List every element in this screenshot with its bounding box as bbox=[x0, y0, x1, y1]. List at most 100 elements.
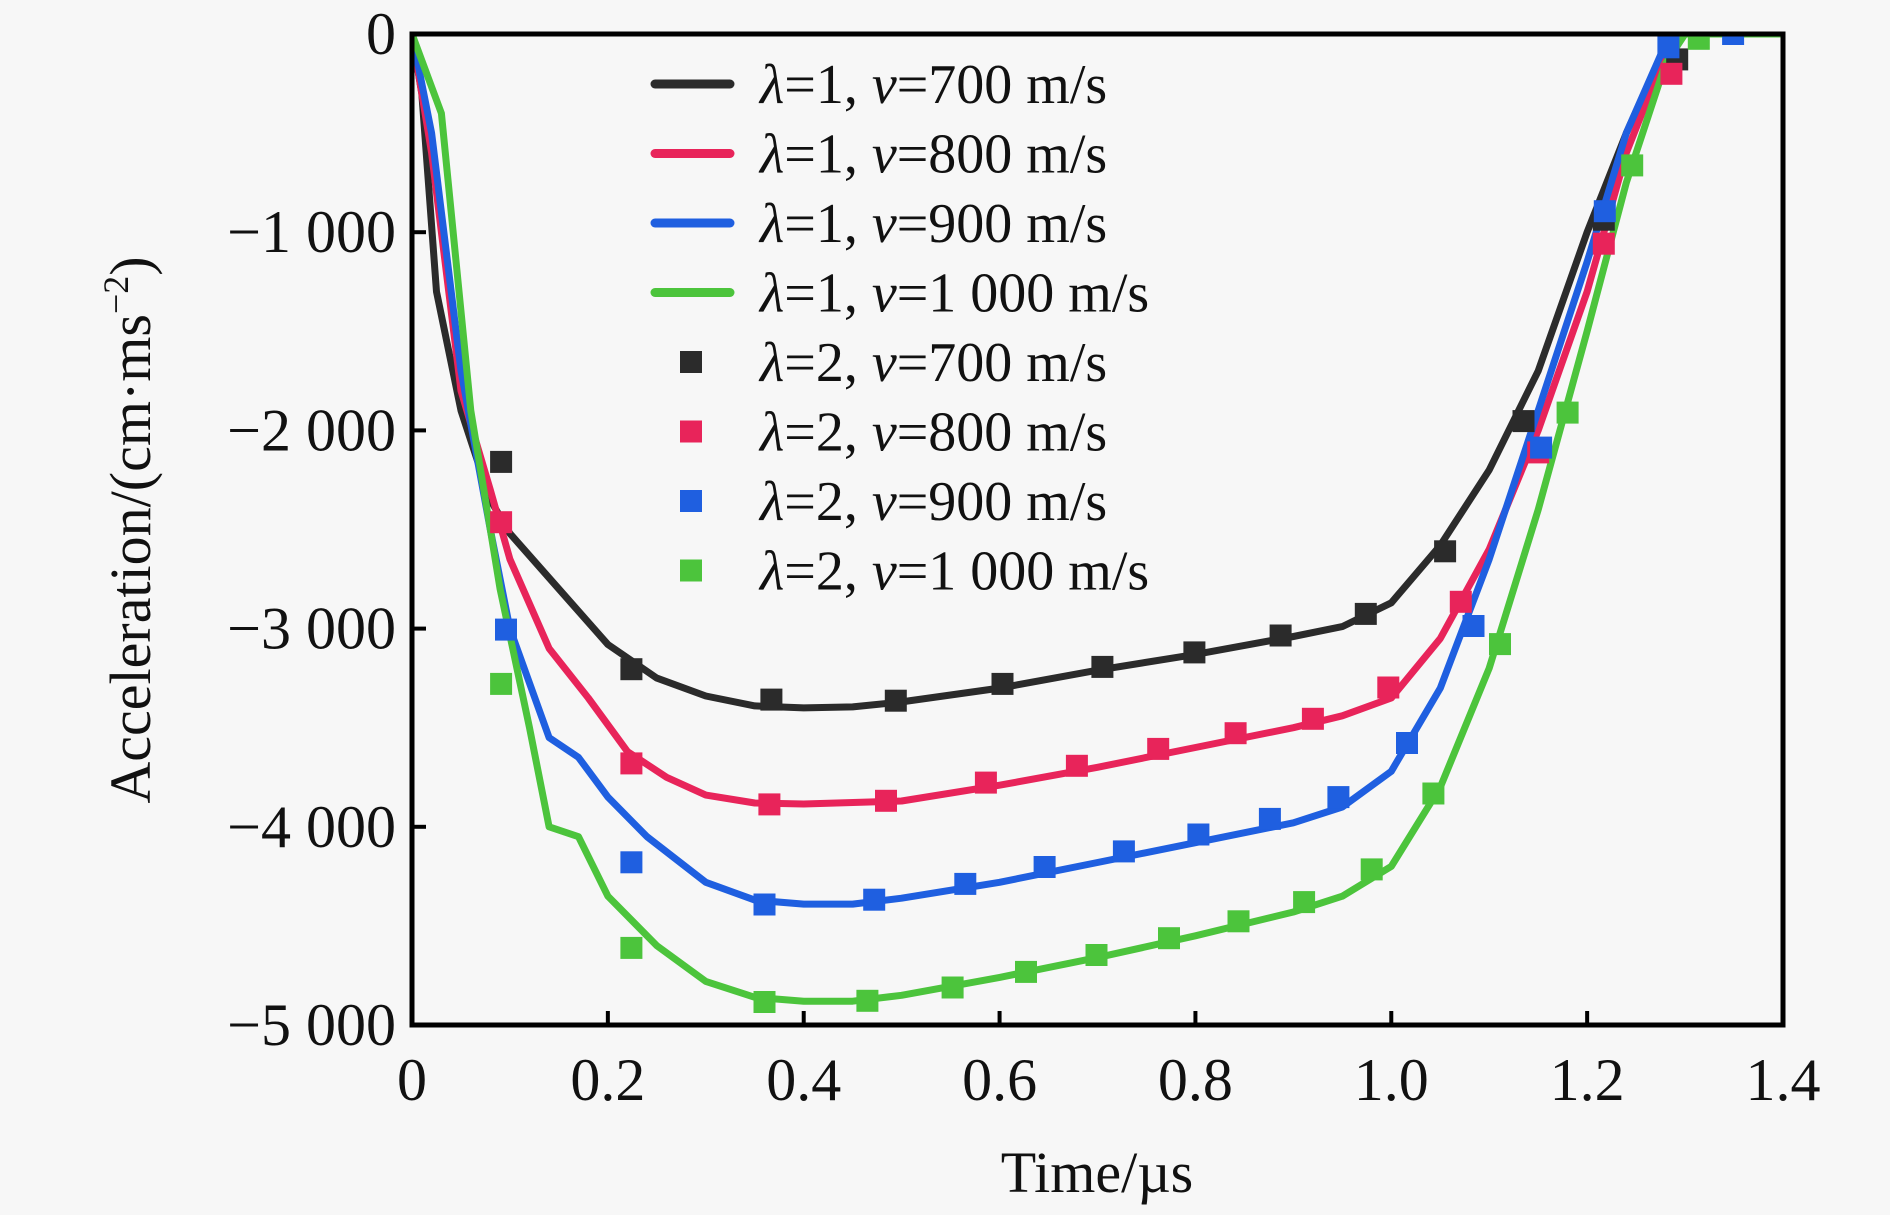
legend-item: λ=1, v=700 m/s bbox=[650, 54, 1107, 116]
data-point-marker bbox=[1258, 807, 1281, 830]
legend-label: λ=1, v=700 m/s bbox=[758, 54, 1107, 116]
data-point-marker bbox=[1530, 436, 1553, 459]
data-point-marker bbox=[1327, 786, 1350, 809]
data-point-marker bbox=[1660, 62, 1683, 85]
data-point-marker bbox=[1489, 633, 1511, 656]
data-point-marker bbox=[1091, 655, 1114, 678]
data-point-marker bbox=[1158, 927, 1180, 950]
data-point-marker bbox=[490, 672, 513, 695]
data-point-marker bbox=[941, 976, 964, 999]
data-point-marker bbox=[1033, 856, 1056, 878]
data-point-marker bbox=[1377, 676, 1400, 699]
y-axis: 0 −1 000 −2 000 −3 000 −4 000 −5 000 bbox=[227, 1, 426, 1058]
data-point-marker bbox=[1592, 232, 1615, 255]
series-2 bbox=[412, 34, 1783, 908]
x-tick-label: 1.4 bbox=[1746, 1047, 1821, 1113]
data-point-marker bbox=[495, 618, 517, 641]
data-point-marker bbox=[753, 991, 776, 1013]
legend-marker-swatch bbox=[680, 559, 702, 582]
data-point-marker bbox=[1449, 590, 1472, 613]
data-point-marker bbox=[875, 789, 897, 812]
y-axis-label: Acceleration/(cm·ms−2) bbox=[96, 256, 163, 803]
x-tick-label: 1.2 bbox=[1550, 1047, 1625, 1113]
data-point-marker bbox=[620, 936, 643, 959]
data-point-marker bbox=[991, 672, 1014, 695]
data-point-marker bbox=[1301, 707, 1324, 730]
data-point-marker bbox=[620, 752, 643, 775]
legend-label: λ=1, v=1 000 m/s bbox=[758, 263, 1149, 325]
y-tick-label: −5 000 bbox=[227, 992, 396, 1058]
y-axis-label-sup: −2 bbox=[96, 276, 136, 314]
data-point-marker bbox=[1512, 410, 1535, 433]
y-axis-label-close: ) bbox=[98, 256, 163, 275]
data-point-marker bbox=[1593, 200, 1616, 223]
data-point-marker bbox=[620, 658, 643, 681]
y-axis-label-main: Acceleration/(cm·ms bbox=[98, 314, 163, 804]
data-point-marker bbox=[760, 688, 783, 711]
data-point-marker bbox=[856, 989, 879, 1012]
legend-label: λ=1, v=900 m/s bbox=[758, 193, 1107, 255]
data-point-marker bbox=[1065, 754, 1088, 777]
data-point-marker bbox=[490, 511, 513, 534]
data-point-marker bbox=[490, 450, 513, 473]
y-tick-label: 0 bbox=[366, 1, 396, 67]
legend: λ=1, v=700 m/s λ=1, v=800 m/s λ=1, v=900 m… bbox=[650, 54, 1149, 603]
x-tick-label: 0.8 bbox=[1158, 1047, 1233, 1113]
x-tick-label: 0.6 bbox=[962, 1047, 1037, 1113]
data-point-marker bbox=[1360, 858, 1383, 881]
legend-marker-swatch bbox=[680, 420, 702, 443]
series-6-markers bbox=[495, 34, 1745, 916]
data-point-marker bbox=[1147, 737, 1170, 760]
legend-label: λ=2, v=900 m/s bbox=[758, 471, 1107, 533]
legend-label: λ=2, v=1 000 m/s bbox=[758, 541, 1149, 603]
data-point-marker bbox=[954, 872, 977, 895]
x-tick-label: 0 bbox=[397, 1047, 427, 1113]
legend-item: λ=2, v=700 m/s bbox=[680, 332, 1107, 394]
data-point-marker bbox=[1187, 823, 1210, 846]
legend-marker-swatch bbox=[680, 490, 702, 512]
legend-label: λ=2, v=700 m/s bbox=[758, 332, 1107, 394]
x-tick-label: 1.0 bbox=[1354, 1047, 1429, 1113]
y-tick-label: −4 000 bbox=[227, 794, 396, 860]
y-tick-label: −3 000 bbox=[227, 596, 396, 662]
data-point-marker bbox=[1085, 944, 1108, 966]
data-point-marker bbox=[1422, 782, 1445, 805]
data-point-marker bbox=[1396, 732, 1418, 754]
legend-marker-swatch bbox=[680, 351, 702, 373]
x-axis: 0 0.2 0.4 0.6 0.8 1.0 1.2 1.4 bbox=[397, 1011, 1821, 1113]
x-axis-label: Time/µs bbox=[1001, 1140, 1193, 1205]
legend-item: λ=1, v=800 m/s bbox=[650, 124, 1107, 186]
legend-label: λ=1, v=800 m/s bbox=[758, 124, 1107, 186]
data-point-marker bbox=[1224, 722, 1247, 745]
data-point-marker bbox=[1657, 36, 1680, 59]
y-tick-label: −1 000 bbox=[227, 199, 396, 265]
data-point-marker bbox=[863, 888, 886, 911]
data-point-marker bbox=[884, 689, 907, 712]
data-point-marker bbox=[1354, 602, 1377, 625]
data-point-marker bbox=[1434, 540, 1457, 563]
legend-item: λ=1, v=900 m/s bbox=[650, 193, 1107, 255]
series-layer bbox=[412, 34, 1783, 1013]
data-point-marker bbox=[1183, 641, 1206, 664]
data-point-marker bbox=[1621, 154, 1644, 177]
legend-item: λ=2, v=800 m/s bbox=[680, 402, 1107, 464]
legend-item: λ=1, v=1 000 m/s bbox=[650, 263, 1149, 325]
series-1 bbox=[412, 34, 1783, 808]
data-point-marker bbox=[620, 851, 643, 874]
data-point-marker bbox=[1112, 840, 1135, 863]
data-point-marker bbox=[1556, 401, 1579, 424]
x-tick-label: 0.4 bbox=[766, 1047, 841, 1113]
data-point-marker bbox=[753, 893, 776, 916]
legend-item: λ=2, v=900 m/s bbox=[680, 471, 1107, 533]
series-line bbox=[412, 34, 1783, 908]
data-point-marker bbox=[1687, 34, 1710, 50]
data-point-marker bbox=[1722, 34, 1745, 45]
data-point-marker bbox=[758, 793, 781, 816]
data-point-marker bbox=[974, 771, 997, 794]
data-point-marker bbox=[1462, 615, 1485, 637]
y-tick-label: −2 000 bbox=[227, 397, 396, 463]
plot-frame bbox=[409, 31, 1786, 1028]
legend-label: λ=2, v=800 m/s bbox=[758, 402, 1107, 464]
x-tick-label: 0.2 bbox=[570, 1047, 645, 1113]
data-point-marker bbox=[1293, 891, 1316, 914]
